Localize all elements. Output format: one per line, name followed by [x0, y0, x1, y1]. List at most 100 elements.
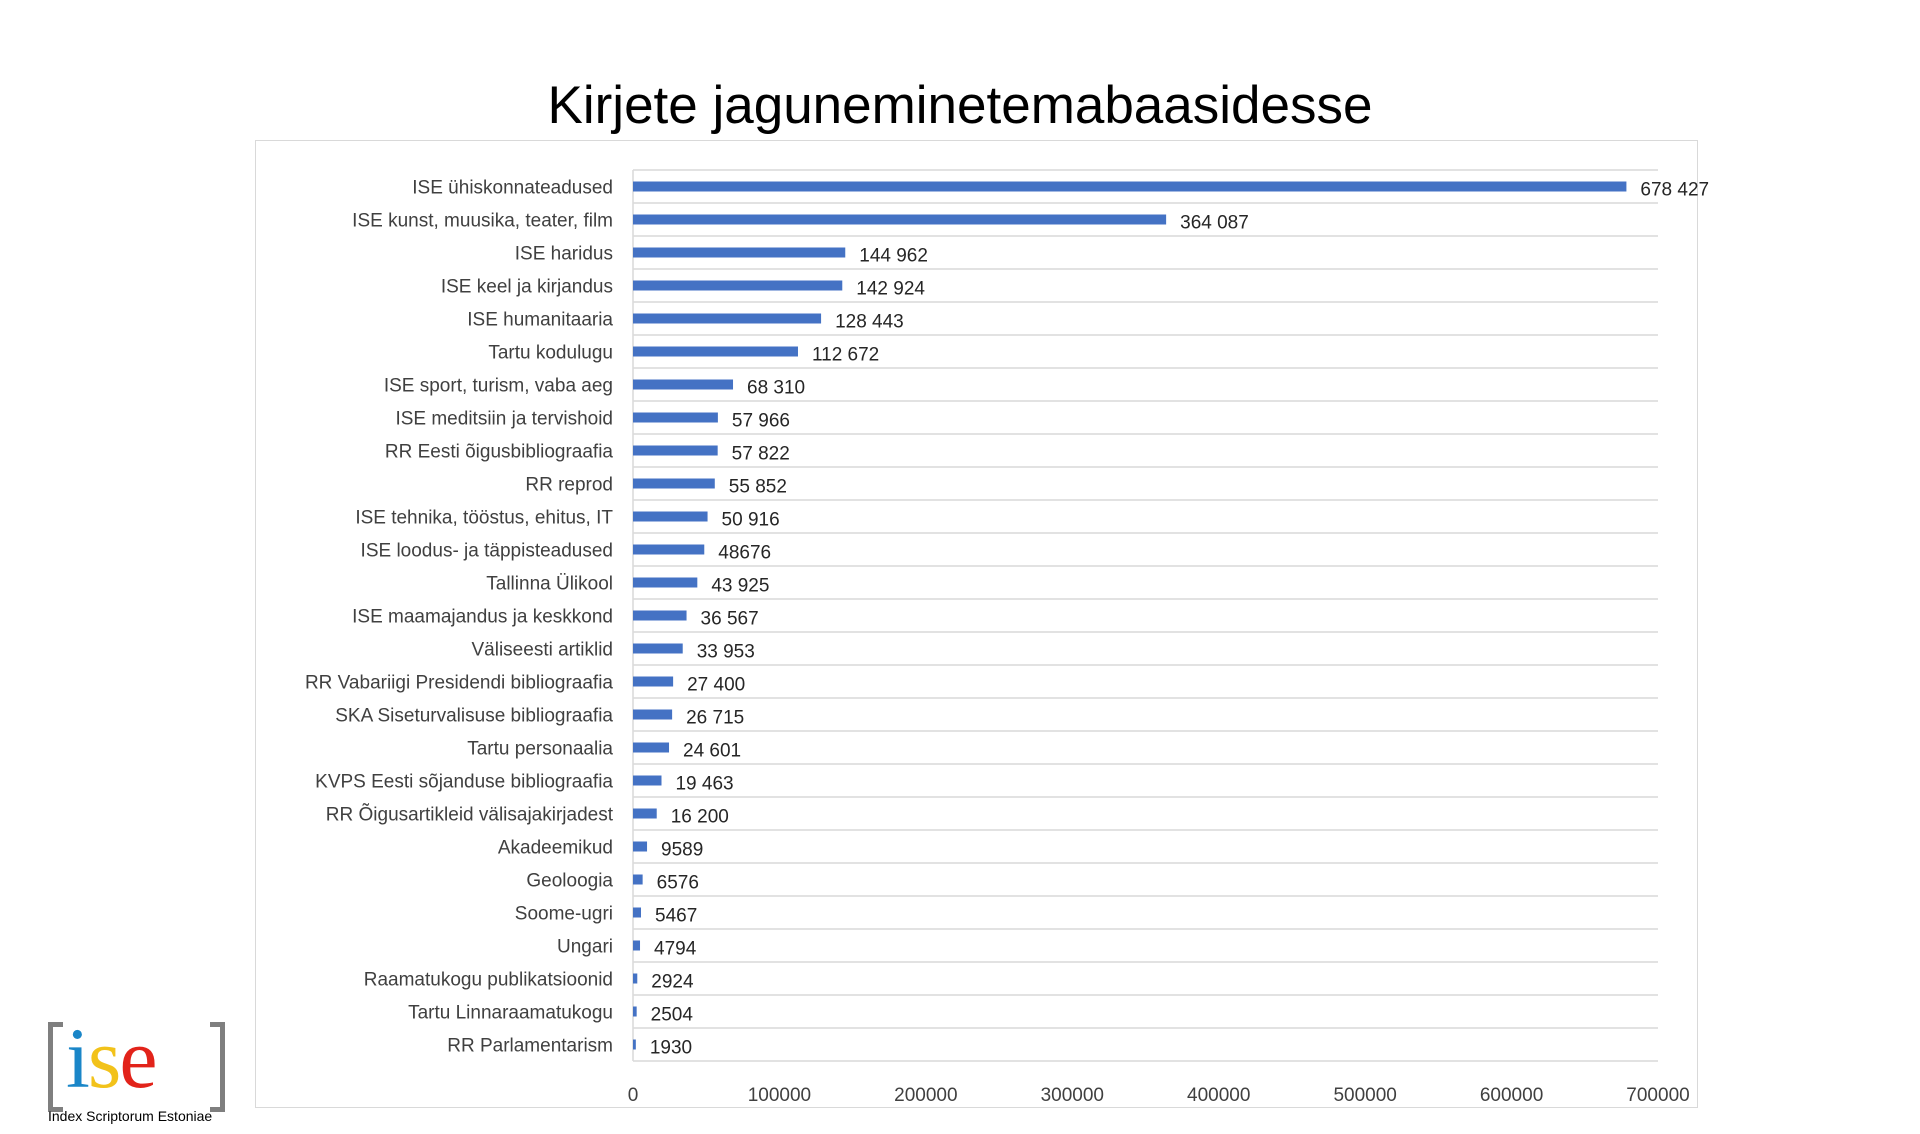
- data-label: 678 427: [1640, 180, 1709, 201]
- bar: [633, 973, 638, 984]
- bar: [633, 940, 641, 951]
- bar: [633, 478, 715, 489]
- x-tick-label: 0: [628, 1085, 639, 1106]
- bar: [633, 808, 657, 819]
- data-label: 128 443: [835, 312, 904, 333]
- data-label: 2924: [651, 972, 694, 993]
- bar: [633, 544, 705, 555]
- category-label: ISE humanitaaria: [467, 310, 613, 331]
- data-label: 55 852: [729, 477, 787, 498]
- data-label: 144 962: [859, 246, 928, 267]
- data-label: 26 715: [686, 708, 744, 729]
- data-labels: 678 427 364 087 144 962 142 924 128 443 112 6…: [650, 180, 1709, 1059]
- bar: [633, 346, 798, 357]
- bars: [633, 181, 1627, 1050]
- x-tick-label: 200000: [894, 1085, 957, 1106]
- logo-right-bracket: [210, 1022, 225, 1112]
- bar: [633, 280, 843, 291]
- category-label: RR Vabariigi Presidendi bibliograafia: [305, 673, 613, 694]
- data-label: 33 953: [697, 642, 755, 663]
- bar: [633, 577, 698, 588]
- chart-frame: [255, 140, 1698, 1108]
- bar: [633, 412, 718, 423]
- bar: [633, 709, 673, 720]
- data-label: 9589: [661, 840, 703, 861]
- category-label: Geoloogia: [526, 871, 613, 892]
- category-label: KVPS Eesti sõjanduse bibliograafia: [315, 772, 613, 793]
- bar: [633, 313, 822, 324]
- category-label: Väliseesti artiklid: [472, 640, 614, 661]
- category-label: ISE ühiskonnateadused: [412, 178, 613, 199]
- data-label: 68 310: [747, 378, 805, 399]
- data-label: 57 822: [732, 444, 790, 465]
- category-label: Tartu kodulugu: [488, 343, 613, 364]
- x-axis-ticks: 0 100000 200000 300000 400000 500000 600000 700…: [628, 1085, 1690, 1106]
- bar: [633, 742, 670, 753]
- data-label: 57 966: [732, 411, 790, 432]
- data-label: 2504: [651, 1005, 694, 1026]
- bar: [633, 907, 642, 918]
- bar: [633, 874, 643, 885]
- x-tick-label: 100000: [748, 1085, 811, 1106]
- logo-caption: Index Scriptorum Estoniae: [48, 1108, 213, 1124]
- logo-letters: ise: [66, 1008, 158, 1108]
- data-label: 43 925: [711, 576, 769, 597]
- bar: [633, 841, 648, 852]
- bar: [633, 643, 683, 654]
- category-label: RR Parlamentarism: [447, 1036, 613, 1057]
- x-tick-label: 500000: [1333, 1085, 1396, 1106]
- x-tick-label: 700000: [1626, 1085, 1689, 1106]
- category-label: ISE tehnika, tööstus, ehitus, IT: [355, 508, 613, 529]
- bar: [633, 775, 662, 786]
- bar: [633, 445, 718, 456]
- x-tick-label: 400000: [1187, 1085, 1250, 1106]
- category-label: Raamatukogu publikatsioonid: [364, 970, 613, 991]
- category-label: Akadeemikud: [498, 838, 613, 859]
- bar: [633, 379, 734, 390]
- bar: [633, 676, 674, 687]
- logo-letter-s: s: [87, 1010, 121, 1106]
- bar: [633, 181, 1627, 192]
- data-label: 364 087: [1180, 213, 1249, 234]
- category-label: Tartu Linnaraamatukogu: [408, 1003, 613, 1024]
- data-label: 50 916: [722, 510, 780, 531]
- data-label: 19 463: [675, 774, 733, 795]
- data-label: 36 567: [701, 609, 759, 630]
- data-label: 1930: [650, 1038, 692, 1059]
- category-label: ISE meditsiin ja tervishoid: [395, 409, 613, 430]
- data-label: 27 400: [687, 675, 745, 696]
- category-label: ISE sport, turism, vaba aeg: [384, 376, 613, 397]
- category-label: ISE keel ja kirjandus: [441, 277, 613, 298]
- bar: [633, 610, 687, 621]
- bar: [633, 214, 1167, 225]
- logo-letter-e: e: [119, 1010, 157, 1106]
- bar: [633, 247, 846, 258]
- category-label: Ungari: [557, 937, 613, 958]
- bar: [633, 1039, 636, 1050]
- data-label: 16 200: [671, 807, 729, 828]
- category-label: ISE maamajandus ja keskkond: [352, 607, 613, 628]
- ise-logo: ise Index Scriptorum Estoniae: [46, 1008, 226, 1128]
- category-label: SKA Siseturvalisuse bibliograafia: [335, 706, 613, 727]
- category-label: Soome-ugri: [515, 904, 613, 925]
- x-tick-label: 300000: [1041, 1085, 1104, 1106]
- logo-left-bracket: [48, 1022, 63, 1112]
- category-label: Tallinna Ülikool: [486, 574, 613, 595]
- bar: [633, 1006, 637, 1017]
- logo-letter-i: i: [66, 1010, 90, 1106]
- x-tick-label: 600000: [1480, 1085, 1543, 1106]
- bar: [633, 511, 708, 522]
- category-label: ISE kunst, muusika, teater, film: [352, 211, 613, 232]
- page-title: Kirjete jaguneminetemabaasidesse: [547, 76, 1373, 135]
- data-label: 4794: [654, 939, 697, 960]
- data-label: 112 672: [812, 345, 879, 366]
- data-label: 48676: [718, 543, 771, 564]
- category-label: ISE loodus- ja täppisteadused: [361, 541, 613, 562]
- data-label: 24 601: [683, 741, 741, 762]
- category-label: Tartu personaalia: [467, 739, 613, 760]
- data-label: 5467: [655, 906, 697, 927]
- category-label: ISE haridus: [515, 244, 613, 265]
- data-label: 142 924: [856, 279, 925, 300]
- category-label: RR reprod: [525, 475, 613, 496]
- category-label: RR Õigusartikleid välisajakirjadest: [326, 804, 614, 826]
